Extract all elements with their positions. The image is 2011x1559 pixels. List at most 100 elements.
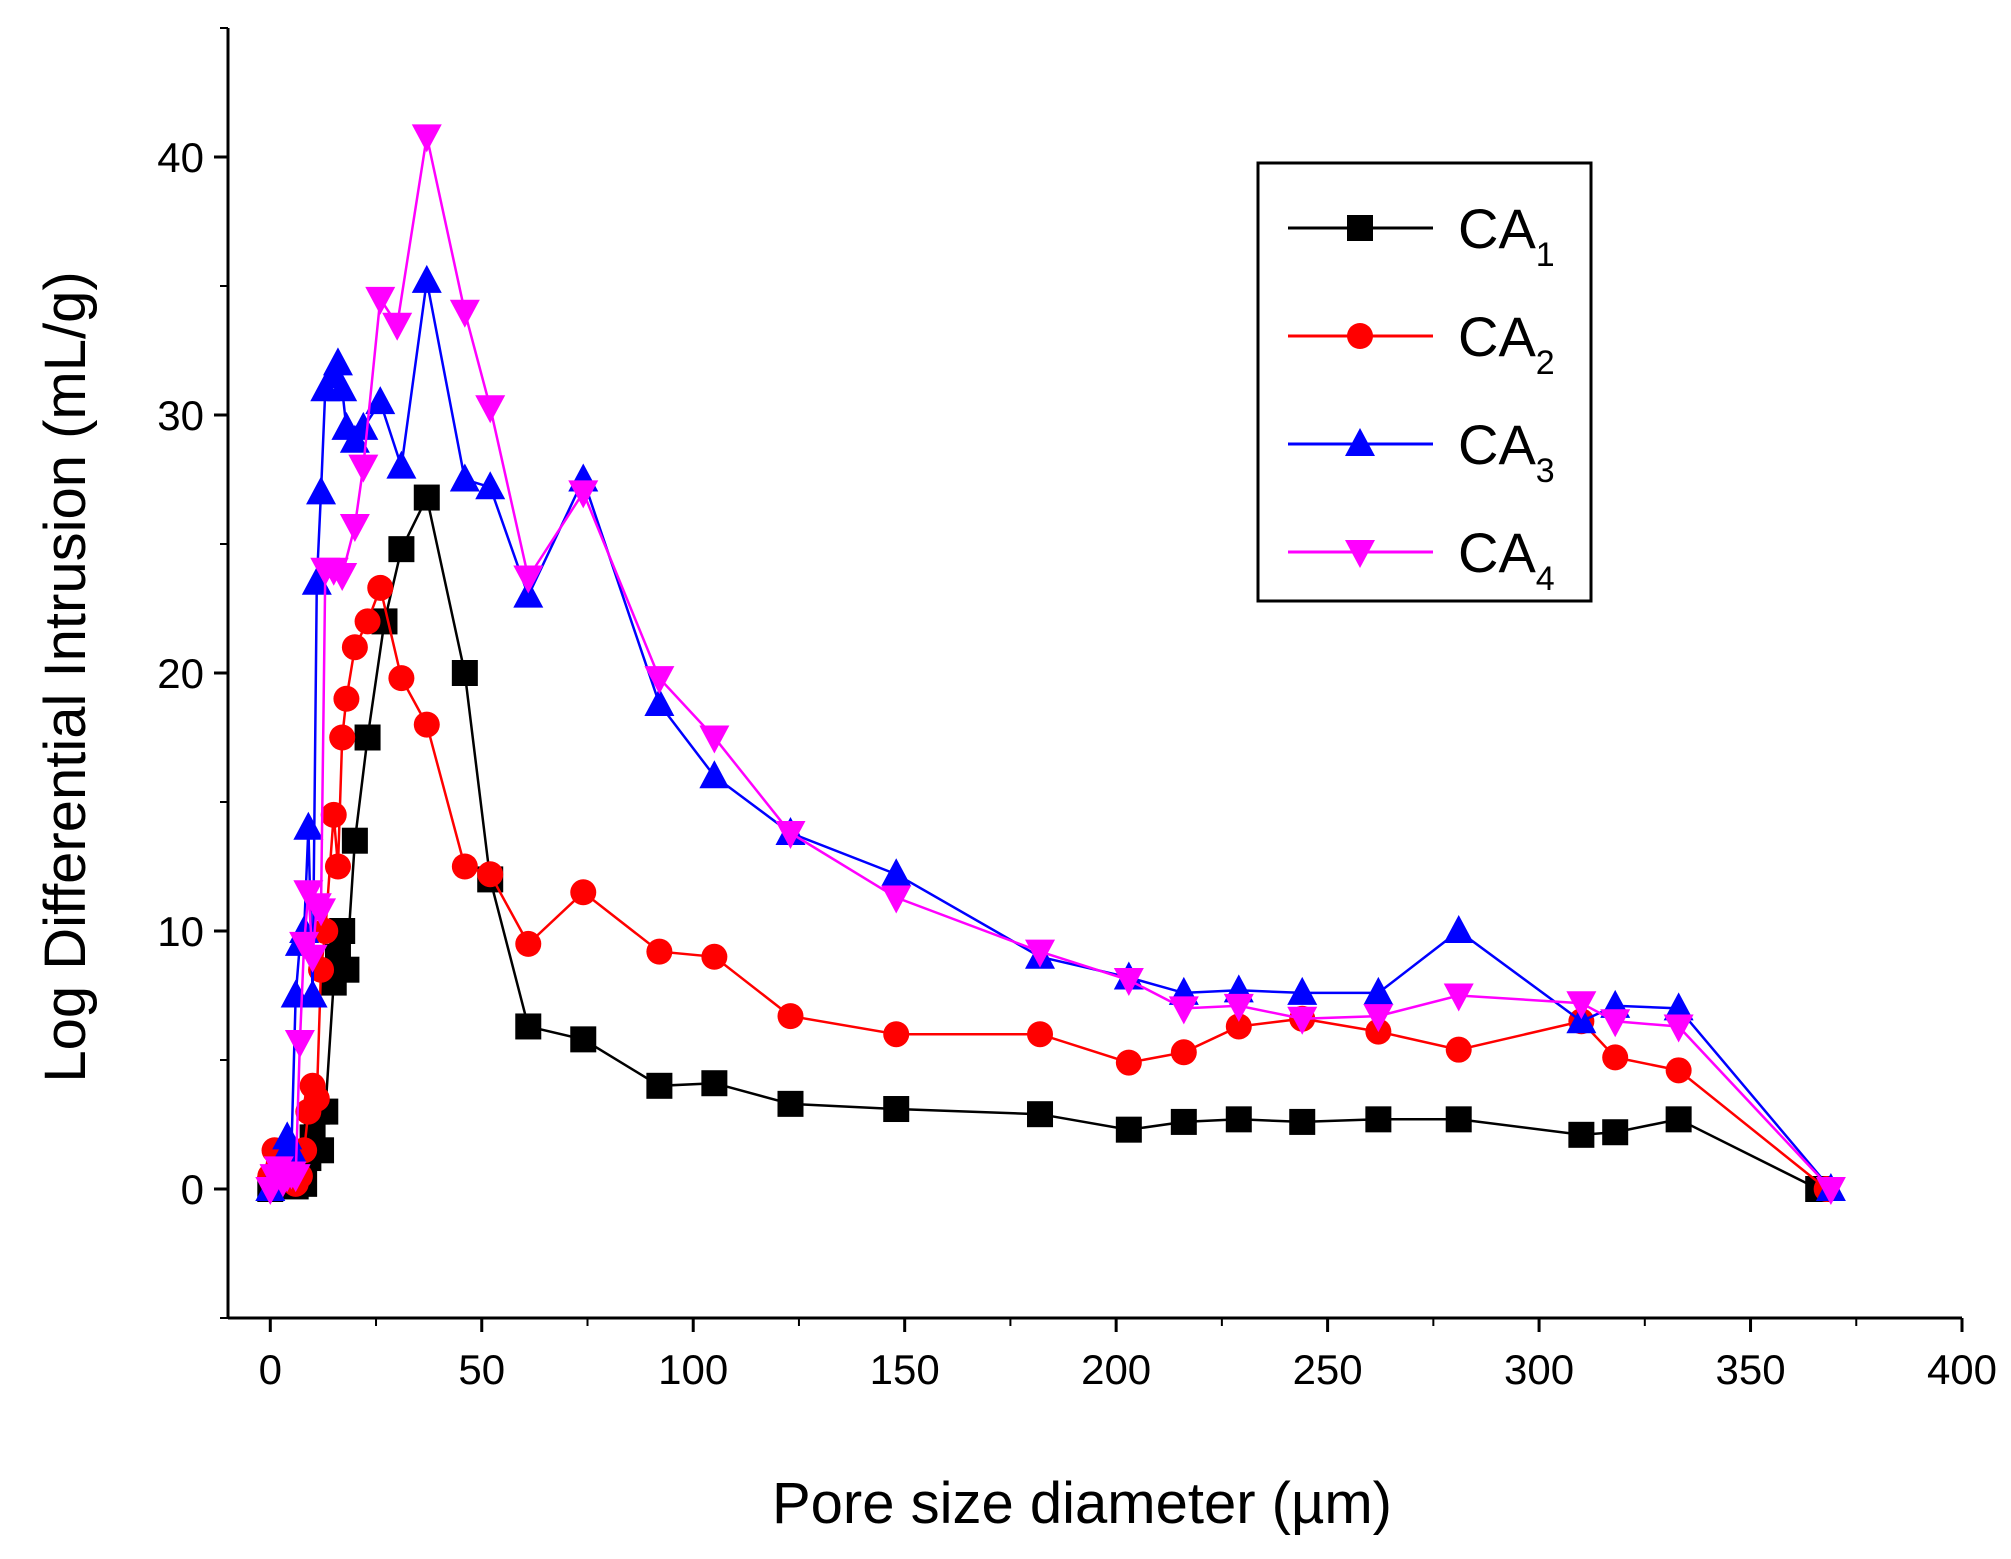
data-point bbox=[777, 1003, 804, 1030]
data-point bbox=[1445, 1106, 1472, 1133]
data-point bbox=[411, 124, 442, 153]
legend-label-base: CA bbox=[1458, 413, 1536, 476]
legend-marker bbox=[1345, 540, 1375, 568]
legend-label-subscript: 3 bbox=[1536, 452, 1555, 490]
data-point bbox=[570, 1026, 597, 1053]
data-point bbox=[1170, 1108, 1197, 1135]
data-point bbox=[382, 312, 413, 341]
legend-label-subscript: 1 bbox=[1536, 236, 1555, 274]
data-point bbox=[644, 687, 675, 716]
data-point bbox=[354, 724, 381, 751]
data-point bbox=[276, 1134, 307, 1163]
data-point bbox=[477, 861, 504, 888]
data-point bbox=[365, 386, 396, 415]
data-point bbox=[475, 395, 506, 424]
data-point bbox=[775, 820, 806, 849]
data-point bbox=[1566, 1005, 1597, 1034]
legend-marker bbox=[1347, 215, 1373, 241]
data-point bbox=[1600, 1009, 1631, 1038]
data-point bbox=[297, 979, 328, 1008]
data-point bbox=[386, 450, 417, 479]
data-point bbox=[388, 665, 415, 692]
x-axis-title: Pore size diameter (µm) bbox=[772, 1471, 1392, 1536]
legend-label: CA1 bbox=[1458, 197, 1555, 274]
data-point bbox=[881, 858, 912, 887]
data-point bbox=[306, 898, 337, 927]
data-point bbox=[312, 918, 339, 944]
data-point bbox=[1363, 976, 1394, 1005]
data-point bbox=[1815, 1177, 1846, 1205]
x-tick-label: 200 bbox=[1081, 1346, 1151, 1393]
data-point bbox=[1287, 976, 1318, 1005]
x-tick-label: 250 bbox=[1293, 1346, 1363, 1393]
x-tick-label: 50 bbox=[458, 1346, 505, 1393]
data-point bbox=[293, 811, 324, 840]
data-point bbox=[1168, 996, 1199, 1025]
data-point bbox=[354, 608, 381, 635]
data-point bbox=[297, 944, 328, 973]
data-point bbox=[1363, 1004, 1394, 1033]
data-point bbox=[1602, 1119, 1629, 1146]
data-point bbox=[324, 853, 351, 880]
data-point bbox=[413, 711, 440, 738]
data-point bbox=[303, 1085, 330, 1112]
data-point bbox=[451, 660, 478, 686]
data-point bbox=[1115, 1116, 1142, 1143]
legend-label-base: CA bbox=[1458, 305, 1536, 368]
data-point bbox=[327, 373, 358, 402]
data-point bbox=[348, 454, 379, 483]
data-point bbox=[339, 513, 370, 542]
data-point bbox=[388, 536, 415, 563]
data-point bbox=[883, 1021, 910, 1048]
data-point bbox=[699, 760, 730, 789]
legend-box bbox=[1256, 161, 1593, 603]
legend-label-subscript: 2 bbox=[1536, 344, 1555, 382]
series-ca4 bbox=[255, 124, 1846, 1205]
data-point bbox=[699, 725, 730, 754]
data-point bbox=[1225, 1106, 1252, 1133]
legend-label: CA4 bbox=[1458, 521, 1555, 598]
data-point bbox=[777, 1090, 804, 1117]
data-point bbox=[1663, 1014, 1694, 1043]
x-tick-label: 150 bbox=[870, 1346, 940, 1393]
data-point bbox=[1665, 1106, 1692, 1133]
data-point bbox=[280, 1164, 311, 1193]
data-point bbox=[1566, 991, 1597, 1020]
data-point bbox=[513, 579, 544, 608]
data-point bbox=[284, 1029, 315, 1058]
data-point bbox=[411, 264, 442, 293]
legend-marker bbox=[1347, 323, 1373, 349]
data-point bbox=[1568, 1121, 1595, 1148]
series-layer bbox=[255, 124, 1846, 1205]
legend-entry: CA3 bbox=[1288, 413, 1555, 490]
data-point bbox=[449, 463, 480, 492]
legend-entry: CA1 bbox=[1288, 197, 1555, 274]
data-point bbox=[348, 411, 379, 440]
data-point bbox=[365, 286, 396, 315]
legend-entry: CA4 bbox=[1288, 521, 1555, 598]
y-tick-label: 40 bbox=[157, 134, 204, 181]
y-tick-label: 20 bbox=[157, 650, 204, 697]
y-tick-label: 10 bbox=[157, 908, 204, 955]
y-tick-label: 30 bbox=[157, 392, 204, 439]
data-point bbox=[568, 480, 599, 509]
data-point bbox=[515, 1013, 542, 1040]
data-point bbox=[1365, 1106, 1392, 1133]
data-point bbox=[449, 299, 480, 328]
x-tick-label: 400 bbox=[1927, 1346, 1997, 1393]
data-point bbox=[701, 943, 728, 970]
data-point bbox=[451, 853, 478, 880]
data-point bbox=[1170, 1039, 1197, 1066]
data-point bbox=[1289, 1108, 1316, 1135]
x-tick-label: 100 bbox=[658, 1346, 728, 1393]
data-point bbox=[513, 565, 544, 594]
legend-label-base: CA bbox=[1458, 197, 1536, 260]
data-point bbox=[1665, 1057, 1692, 1084]
legend-label-subscript: 4 bbox=[1536, 560, 1555, 598]
data-point bbox=[329, 724, 356, 751]
data-point bbox=[644, 666, 675, 695]
x-tick-label: 350 bbox=[1715, 1346, 1785, 1393]
data-point bbox=[1225, 1013, 1252, 1040]
data-point bbox=[1445, 1036, 1472, 1063]
data-point bbox=[367, 574, 394, 601]
